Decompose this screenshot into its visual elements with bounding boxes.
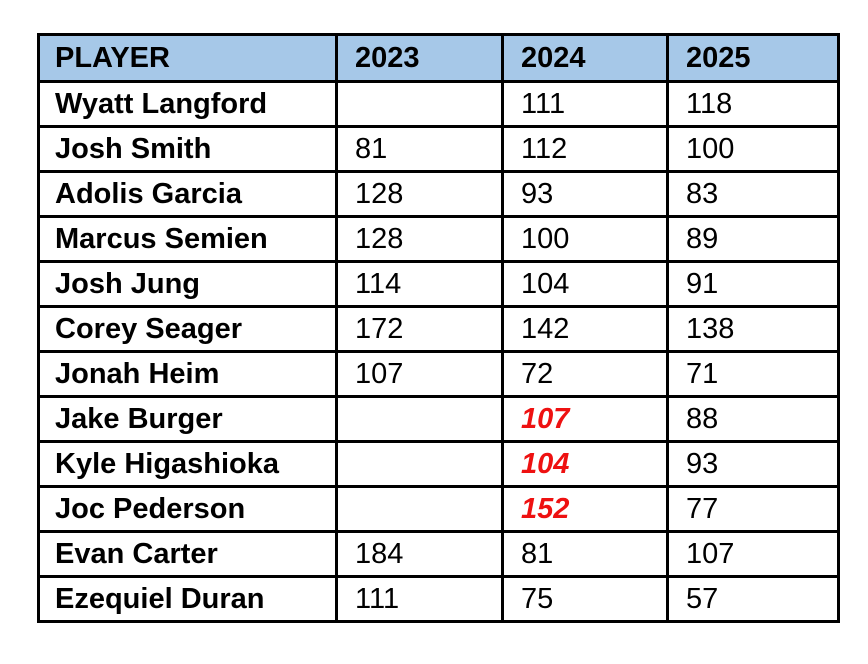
table-body: Wyatt Langford 111 118 Josh Smith 81 112 100 Ad…: [37, 80, 840, 623]
table-row: Adolis Garcia 128 93 83: [37, 170, 840, 218]
player-name: Jonah Heim: [37, 350, 338, 398]
stat-value: 100: [666, 125, 840, 173]
stat-value: 83: [666, 170, 840, 218]
table-row: Wyatt Langford 111 118: [37, 80, 840, 128]
player-stats-table: PLAYER 2023 2024 2025 Wyatt Langford 111 1…: [37, 33, 840, 623]
player-name: Josh Jung: [37, 260, 338, 308]
stat-value: 88: [666, 395, 840, 443]
player-name: Corey Seager: [37, 305, 338, 353]
stat-value: [335, 485, 504, 533]
player-name: Joc Pederson: [37, 485, 338, 533]
stat-value: 71: [666, 350, 840, 398]
table-row: Jake Burger 107 88: [37, 395, 840, 443]
stat-value: 107: [666, 530, 840, 578]
stat-value: 114: [335, 260, 504, 308]
stat-value: 72: [501, 350, 669, 398]
header-2024: 2024: [501, 33, 669, 83]
stat-value: 128: [335, 170, 504, 218]
player-name: Jake Burger: [37, 395, 338, 443]
stat-value: 111: [501, 80, 669, 128]
stat-value: 93: [501, 170, 669, 218]
player-name: Adolis Garcia: [37, 170, 338, 218]
stat-value-highlighted: 107: [501, 395, 669, 443]
stat-value: 93: [666, 440, 840, 488]
table-row: Josh Jung 114 104 91: [37, 260, 840, 308]
table-row: Kyle Higashioka 104 93: [37, 440, 840, 488]
stat-value: 112: [501, 125, 669, 173]
table-row: Marcus Semien 128 100 89: [37, 215, 840, 263]
table-row: Evan Carter 184 81 107: [37, 530, 840, 578]
stat-value: 142: [501, 305, 669, 353]
stat-value: 172: [335, 305, 504, 353]
stat-value: 111: [335, 575, 504, 623]
table-row: Corey Seager 172 142 138: [37, 305, 840, 353]
stat-value: [335, 80, 504, 128]
stat-value: [335, 395, 504, 443]
table-row: Josh Smith 81 112 100: [37, 125, 840, 173]
stat-value: 77: [666, 485, 840, 533]
player-name: Kyle Higashioka: [37, 440, 338, 488]
stat-value: 57: [666, 575, 840, 623]
player-name: Josh Smith: [37, 125, 338, 173]
player-name: Marcus Semien: [37, 215, 338, 263]
stat-value: 89: [666, 215, 840, 263]
stat-value: 104: [501, 260, 669, 308]
stat-value-highlighted: 152: [501, 485, 669, 533]
stat-value: 75: [501, 575, 669, 623]
stat-value-highlighted: 104: [501, 440, 669, 488]
stat-value: 81: [501, 530, 669, 578]
player-name: Ezequiel Duran: [37, 575, 338, 623]
stat-value: 128: [335, 215, 504, 263]
stat-value: 184: [335, 530, 504, 578]
player-name: Evan Carter: [37, 530, 338, 578]
stat-value: [335, 440, 504, 488]
stat-value: 81: [335, 125, 504, 173]
table-row: Ezequiel Duran 111 75 57: [37, 575, 840, 623]
header-player: PLAYER: [37, 33, 338, 83]
player-name: Wyatt Langford: [37, 80, 338, 128]
stat-value: 118: [666, 80, 840, 128]
stat-value: 91: [666, 260, 840, 308]
stat-value: 138: [666, 305, 840, 353]
table-row: Joc Pederson 152 77: [37, 485, 840, 533]
stat-value: 107: [335, 350, 504, 398]
table-row: Jonah Heim 107 72 71: [37, 350, 840, 398]
header-2025: 2025: [666, 33, 840, 83]
stat-value: 100: [501, 215, 669, 263]
header-row: PLAYER 2023 2024 2025: [37, 33, 840, 83]
header-2023: 2023: [335, 33, 504, 83]
